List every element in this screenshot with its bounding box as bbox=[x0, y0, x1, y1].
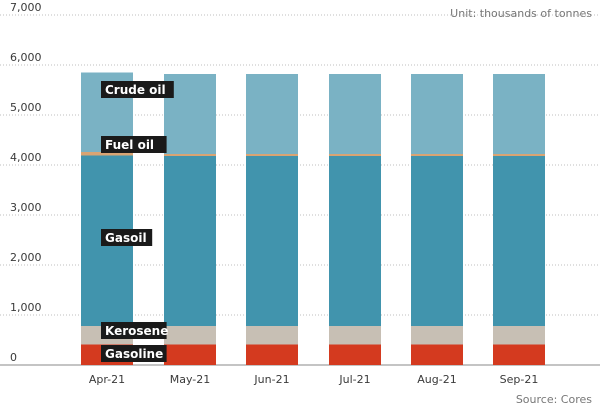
series-label-box bbox=[101, 136, 167, 153]
bar-segment bbox=[411, 344, 463, 365]
y-tick-label: 3,000 bbox=[10, 201, 42, 214]
y-tick-label: 0 bbox=[10, 351, 17, 364]
bar-segment bbox=[411, 74, 463, 154]
series-label: Crude oil bbox=[105, 83, 166, 97]
series-label: Gasoline bbox=[105, 347, 163, 361]
bar-segment bbox=[164, 344, 216, 365]
bar-segment bbox=[246, 326, 298, 345]
y-tick-label: 6,000 bbox=[10, 51, 42, 64]
y-tick-label: 2,000 bbox=[10, 251, 42, 264]
x-tick-label: May-21 bbox=[170, 373, 211, 386]
series-label-box bbox=[101, 81, 174, 98]
x-tick-label: Apr-21 bbox=[89, 373, 125, 386]
bar-segment bbox=[246, 74, 298, 154]
y-tick-label: 7,000 bbox=[10, 1, 42, 14]
bar-segment bbox=[493, 154, 545, 156]
bar-segment bbox=[493, 326, 545, 345]
bar-segment bbox=[164, 326, 216, 345]
bar-segment bbox=[411, 154, 463, 156]
bar-segment bbox=[493, 156, 545, 326]
series-label-box bbox=[101, 322, 167, 339]
bar-segment bbox=[246, 154, 298, 156]
x-tick-label: Sep-21 bbox=[500, 373, 539, 386]
bar-segment bbox=[246, 344, 298, 365]
x-tick-label: Jun-21 bbox=[253, 373, 289, 386]
bar-segment bbox=[493, 344, 545, 365]
bar-segment bbox=[329, 154, 381, 156]
series-label: Gasoil bbox=[105, 231, 147, 245]
bar-segment bbox=[81, 152, 133, 156]
y-tick-label: 1,000 bbox=[10, 301, 42, 314]
bar-segment bbox=[164, 156, 216, 326]
bar-segment bbox=[164, 154, 216, 156]
source-note: Source: Cores bbox=[516, 393, 592, 406]
x-tick-label: Jul-21 bbox=[338, 373, 370, 386]
series-label-box bbox=[101, 229, 153, 246]
unit-note: Unit: thousands of tonnes bbox=[450, 7, 592, 20]
bar-segment bbox=[246, 156, 298, 326]
y-tick-label: 5,000 bbox=[10, 101, 42, 114]
x-tick-label: Aug-21 bbox=[417, 373, 456, 386]
y-tick-label: 4,000 bbox=[10, 151, 42, 164]
bar-segment bbox=[411, 156, 463, 326]
series-label-box bbox=[101, 345, 167, 362]
bar-segment bbox=[329, 344, 381, 365]
bar-segment bbox=[493, 74, 545, 154]
bar-segment bbox=[411, 326, 463, 345]
bar-segment bbox=[329, 74, 381, 154]
bar-segment bbox=[329, 156, 381, 326]
series-label: Kerosene bbox=[105, 324, 168, 338]
series-label: Fuel oil bbox=[105, 138, 154, 152]
bar-segment bbox=[329, 326, 381, 345]
